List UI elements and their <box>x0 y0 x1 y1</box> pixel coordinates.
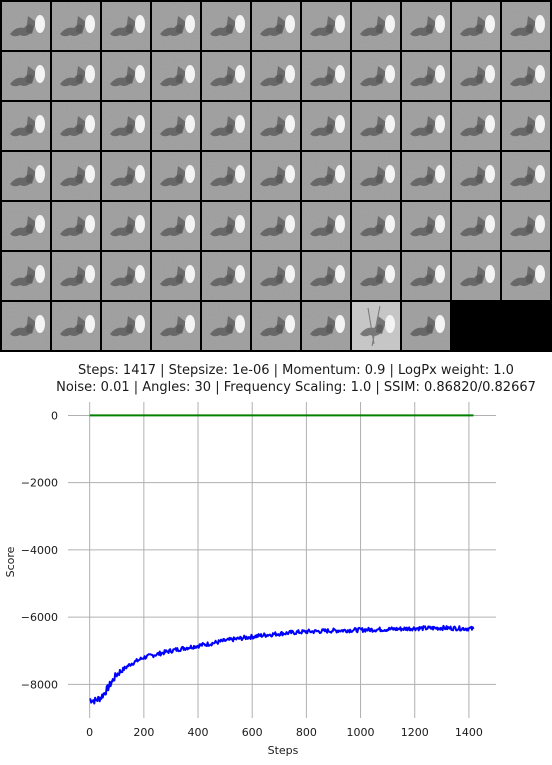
reconstruction-thumbnail <box>452 102 500 150</box>
chart-title-line-1: Steps: 1417 | Stepsize: 1e-06 | Momentum… <box>78 363 514 378</box>
chart-title: Steps: 1417 | Stepsize: 1e-06 | Momentum… <box>0 362 552 396</box>
reconstruction-thumbnail <box>2 302 50 350</box>
reconstruction-thumbnail <box>252 252 300 300</box>
reconstruction-thumbnail <box>2 52 50 100</box>
reconstruction-thumbnail <box>352 52 400 100</box>
reconstruction-thumbnail <box>302 202 350 250</box>
y-tick-label: −6000 <box>21 611 58 624</box>
reconstruction-thumbnail <box>252 102 300 150</box>
reconstruction-thumbnail <box>202 252 250 300</box>
reconstruction-thumbnail-grid <box>0 0 552 352</box>
x-tick-label: 1400 <box>455 726 483 739</box>
x-tick-label: 200 <box>133 726 154 739</box>
reconstruction-thumbnail <box>352 102 400 150</box>
reconstruction-thumbnail <box>52 52 100 100</box>
y-tick-label: 0 <box>51 409 58 422</box>
chart-title-line-2: Noise: 0.01 | Angles: 30 | Frequency Sca… <box>56 380 536 395</box>
reconstruction-thumbnail <box>252 152 300 200</box>
reconstruction-thumbnail <box>302 152 350 200</box>
reconstruction-thumbnail <box>152 52 200 100</box>
reconstruction-thumbnail <box>502 152 550 200</box>
reconstruction-thumbnail <box>102 2 150 50</box>
x-axis-label: Steps <box>268 744 299 757</box>
x-tick-label: 0 <box>86 726 93 739</box>
reconstruction-thumbnail <box>2 202 50 250</box>
reconstruction-thumbnail <box>352 252 400 300</box>
reconstruction-thumbnail <box>502 2 550 50</box>
reconstruction-thumbnail <box>352 302 400 350</box>
reconstruction-thumbnail <box>2 2 50 50</box>
reconstruction-thumbnail <box>252 52 300 100</box>
reconstruction-thumbnail <box>102 202 150 250</box>
reconstruction-thumbnail <box>252 202 300 250</box>
reconstruction-thumbnail <box>352 2 400 50</box>
reconstruction-thumbnail <box>152 102 200 150</box>
reconstruction-thumbnail <box>302 302 350 350</box>
reconstruction-thumbnail <box>202 202 250 250</box>
reconstruction-thumbnail <box>402 252 450 300</box>
reconstruction-thumbnail <box>302 52 350 100</box>
reconstruction-thumbnail <box>302 102 350 150</box>
reconstruction-thumbnail <box>452 202 500 250</box>
y-tick-label: −4000 <box>21 544 58 557</box>
reconstruction-thumbnail <box>252 302 300 350</box>
reconstruction-thumbnail <box>52 302 100 350</box>
reconstruction-thumbnail <box>152 302 200 350</box>
reconstruction-thumbnail <box>102 152 150 200</box>
reconstruction-thumbnail <box>102 102 150 150</box>
reconstruction-thumbnail <box>502 252 550 300</box>
reconstruction-thumbnail <box>352 202 400 250</box>
reconstruction-thumbnail <box>202 102 250 150</box>
reconstruction-thumbnail <box>502 202 550 250</box>
reconstruction-thumbnail <box>402 302 450 350</box>
reconstruction-thumbnail <box>152 152 200 200</box>
x-tick-label: 1200 <box>401 726 429 739</box>
reconstruction-thumbnail <box>152 202 200 250</box>
reconstruction-thumbnail <box>402 202 450 250</box>
reconstruction-thumbnail <box>152 252 200 300</box>
x-tick-label: 800 <box>296 726 317 739</box>
reconstruction-thumbnail <box>452 52 500 100</box>
reconstruction-thumbnail <box>2 102 50 150</box>
score-series-line <box>89 624 475 705</box>
reconstruction-thumbnail <box>402 52 450 100</box>
reconstruction-thumbnail <box>102 252 150 300</box>
reconstruction-thumbnail <box>52 102 100 150</box>
reconstruction-thumbnail <box>102 52 150 100</box>
x-tick-label: 600 <box>242 726 263 739</box>
y-axis-label: Score <box>4 546 17 577</box>
reconstruction-thumbnail <box>252 2 300 50</box>
reconstruction-thumbnail <box>202 302 250 350</box>
reconstruction-thumbnail <box>152 2 200 50</box>
reconstruction-thumbnail <box>402 2 450 50</box>
x-tick-label: 1000 <box>347 726 375 739</box>
reconstruction-thumbnail <box>52 202 100 250</box>
reconstruction-thumbnail <box>52 252 100 300</box>
x-tick-label: 400 <box>188 726 209 739</box>
y-tick-label: −2000 <box>21 477 58 490</box>
reconstruction-thumbnail <box>402 102 450 150</box>
reconstruction-thumbnail <box>502 102 550 150</box>
reconstruction-thumbnail <box>202 2 250 50</box>
reconstruction-thumbnail <box>52 152 100 200</box>
reconstruction-thumbnail <box>202 52 250 100</box>
reconstruction-thumbnail <box>302 2 350 50</box>
reconstruction-thumbnail <box>352 152 400 200</box>
reconstruction-thumbnail <box>52 2 100 50</box>
reconstruction-thumbnail <box>2 152 50 200</box>
y-tick-label: −8000 <box>21 678 58 691</box>
reconstruction-thumbnail <box>502 52 550 100</box>
reconstruction-thumbnail <box>452 2 500 50</box>
reconstruction-thumbnail <box>452 152 500 200</box>
reconstruction-thumbnail <box>102 302 150 350</box>
reconstruction-thumbnail <box>2 252 50 300</box>
reconstruction-thumbnail <box>302 252 350 300</box>
reconstruction-thumbnail <box>452 252 500 300</box>
reconstruction-thumbnail <box>202 152 250 200</box>
reconstruction-thumbnail <box>402 152 450 200</box>
